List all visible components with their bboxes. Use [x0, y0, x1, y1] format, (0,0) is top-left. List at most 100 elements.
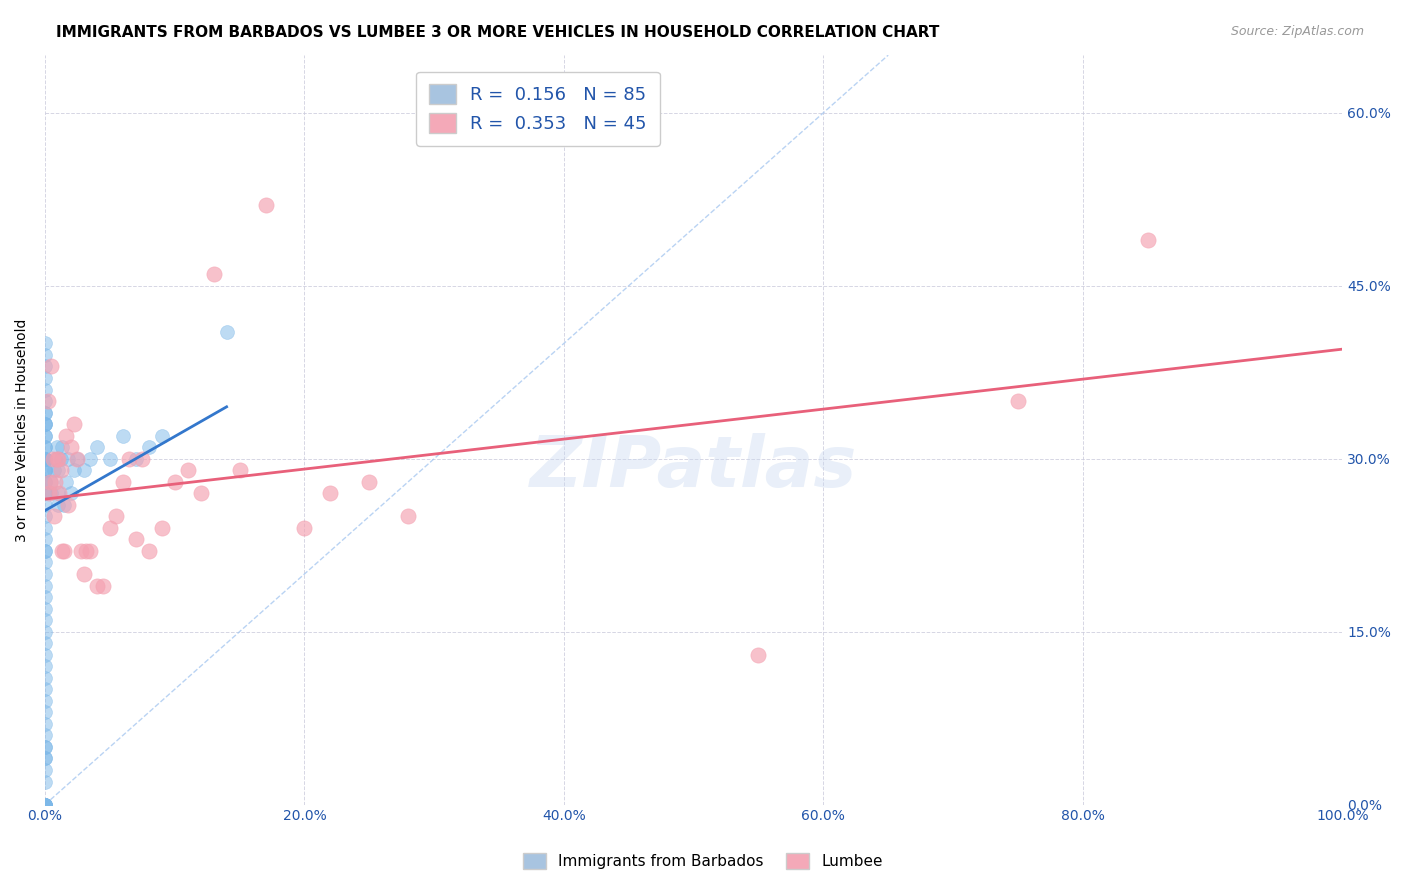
- Point: [34, 544, 56, 558]
- Y-axis label: 3 or more Vehicles in Household: 3 or more Vehicles in Household: [15, 318, 30, 541]
- Point: [215, 325, 238, 339]
- Point: [73, 463, 96, 477]
- Point: [34, 359, 56, 374]
- Point: [34, 371, 56, 385]
- Point: [34, 463, 56, 477]
- Point: [34, 682, 56, 697]
- Point: [93, 578, 115, 592]
- Point: [34, 751, 56, 765]
- Point: [34, 544, 56, 558]
- Point: [34, 440, 56, 454]
- Point: [34, 659, 56, 673]
- Point: [34, 739, 56, 754]
- Point: [44, 451, 66, 466]
- Point: [34, 797, 56, 812]
- Text: ZIPatlas: ZIPatlas: [530, 433, 858, 502]
- Point: [79, 451, 101, 466]
- Point: [98, 521, 121, 535]
- Point: [73, 567, 96, 582]
- Point: [1136, 233, 1159, 247]
- Point: [105, 509, 128, 524]
- Point: [79, 544, 101, 558]
- Point: [53, 498, 76, 512]
- Point: [163, 475, 186, 489]
- Point: [34, 648, 56, 662]
- Point: [59, 440, 82, 454]
- Point: [51, 544, 73, 558]
- Point: [747, 648, 769, 662]
- Point: [34, 451, 56, 466]
- Point: [34, 797, 56, 812]
- Point: [58, 451, 80, 466]
- Point: [34, 797, 56, 812]
- Point: [46, 498, 69, 512]
- Point: [76, 544, 98, 558]
- Point: [41, 486, 63, 500]
- Point: [118, 451, 141, 466]
- Point: [34, 556, 56, 570]
- Point: [34, 751, 56, 765]
- Point: [45, 451, 67, 466]
- Point: [34, 417, 56, 431]
- Point: [42, 463, 65, 477]
- Point: [34, 475, 56, 489]
- Point: [396, 509, 419, 524]
- Point: [34, 463, 56, 477]
- Point: [48, 486, 70, 500]
- Point: [41, 475, 63, 489]
- Point: [34, 601, 56, 615]
- Point: [150, 521, 173, 535]
- Point: [98, 451, 121, 466]
- Point: [34, 406, 56, 420]
- Point: [44, 475, 66, 489]
- Point: [34, 671, 56, 685]
- Point: [34, 417, 56, 431]
- Point: [53, 544, 76, 558]
- Point: [34, 533, 56, 547]
- Point: [55, 428, 77, 442]
- Point: [62, 417, 84, 431]
- Point: [46, 463, 69, 477]
- Legend: R =  0.156   N = 85, R =  0.353   N = 45: R = 0.156 N = 85, R = 0.353 N = 45: [416, 71, 659, 145]
- Point: [34, 406, 56, 420]
- Point: [34, 440, 56, 454]
- Point: [228, 463, 250, 477]
- Point: [34, 475, 56, 489]
- Point: [49, 451, 72, 466]
- Point: [34, 567, 56, 582]
- Point: [254, 198, 277, 212]
- Point: [34, 521, 56, 535]
- Point: [45, 440, 67, 454]
- Point: [58, 498, 80, 512]
- Point: [359, 475, 381, 489]
- Point: [34, 624, 56, 639]
- Point: [125, 533, 148, 547]
- Point: [86, 440, 108, 454]
- Point: [39, 475, 62, 489]
- Point: [34, 428, 56, 442]
- Legend: Immigrants from Barbados, Lumbee: Immigrants from Barbados, Lumbee: [517, 847, 889, 875]
- Point: [34, 797, 56, 812]
- Point: [34, 428, 56, 442]
- Point: [34, 394, 56, 409]
- Point: [41, 359, 63, 374]
- Point: [34, 451, 56, 466]
- Point: [34, 417, 56, 431]
- Point: [34, 451, 56, 466]
- Text: Source: ZipAtlas.com: Source: ZipAtlas.com: [1230, 25, 1364, 38]
- Point: [34, 486, 56, 500]
- Point: [34, 463, 56, 477]
- Point: [34, 578, 56, 592]
- Point: [190, 486, 212, 500]
- Point: [34, 706, 56, 720]
- Point: [86, 578, 108, 592]
- Point: [34, 797, 56, 812]
- Point: [34, 451, 56, 466]
- Point: [34, 348, 56, 362]
- Point: [34, 509, 56, 524]
- Point: [34, 336, 56, 351]
- Point: [34, 451, 56, 466]
- Point: [34, 763, 56, 777]
- Point: [319, 486, 342, 500]
- Point: [66, 451, 89, 466]
